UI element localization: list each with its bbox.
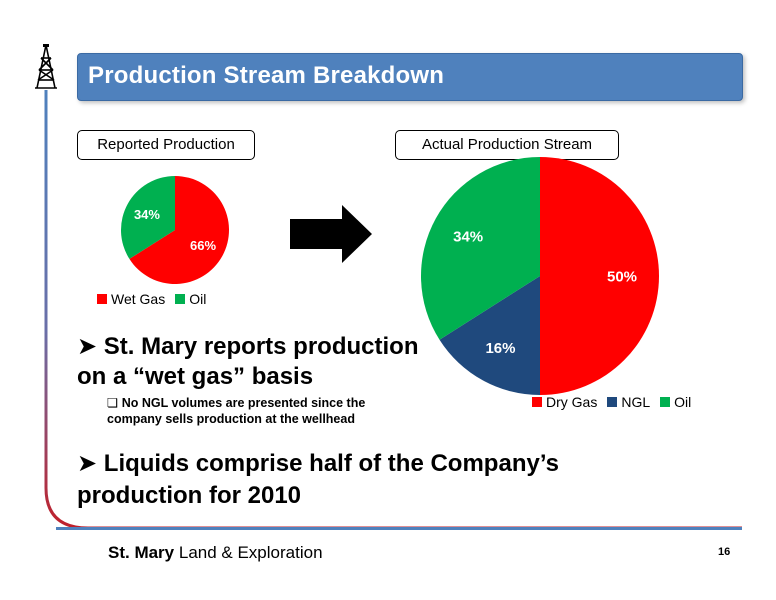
bullet-wet-gas: ➤ St. Mary reports production on a “wet … [77, 332, 437, 392]
legend-label: Wet Gas [111, 291, 165, 307]
legend-swatch [607, 397, 617, 407]
right-arrow-icon [290, 205, 372, 263]
legend-label: Oil [189, 291, 206, 307]
legend-label: Oil [674, 394, 691, 410]
legend-item-wet-gas: Wet Gas [97, 291, 165, 307]
pie-label-oil: 34% [134, 207, 160, 222]
legend-swatch [660, 397, 670, 407]
legend-swatch [175, 294, 185, 304]
logo-bold-text: St. Mary [108, 543, 174, 562]
oil-rig-icon [34, 44, 58, 90]
pie-label-dry-gas: 50% [607, 268, 637, 285]
checkbox-bullet-icon: ❏ [77, 396, 122, 410]
arrow-bullet-icon: ➤ [77, 450, 104, 477]
reported-production-pie-chart: 66% 34% [120, 175, 230, 285]
title-bar: Production Stream Breakdown [77, 53, 743, 101]
footer-divider [56, 527, 742, 530]
legend-swatch [97, 294, 107, 304]
bullet-text-line2: production for 2010 [77, 482, 301, 509]
pie-label-ngl: 16% [485, 340, 515, 357]
bullet-text-line1: St. Mary reports production [104, 333, 419, 360]
sub-bullet-ngl: ❏ No NGL volumes are presented since the… [77, 395, 407, 427]
bullet-liquids: ➤ Liquids comprise half of the Company’s… [77, 448, 597, 512]
page-number: 16 [718, 546, 730, 558]
pie-label-wet-gas: 66% [190, 238, 216, 253]
reported-legend: Wet Gas Oil [97, 291, 216, 307]
reported-production-label: Reported Production [77, 130, 255, 160]
legend-item-oil: Oil [175, 291, 206, 307]
slide-title: Production Stream Breakdown [88, 62, 444, 90]
legend-item-dry-gas: Dry Gas [532, 394, 597, 410]
legend-item-oil: Oil [660, 394, 691, 410]
legend-swatch [532, 397, 542, 407]
pie-label-oil: 34% [453, 229, 483, 246]
legend-item-ngl: NGL [607, 394, 650, 410]
bullet-text-line1: Liquids comprise half of the Company’s [104, 450, 559, 477]
actual-production-pie-chart: 50% 16% 34% [420, 156, 660, 396]
actual-legend: Dry Gas NGL Oil [532, 394, 701, 410]
bullet-text-line2: on a “wet gas” basis [77, 363, 313, 390]
company-logo: St. Mary Land & Exploration [108, 543, 323, 563]
sub-bullet-line1: No NGL volumes are presented since the [122, 396, 366, 410]
legend-label: Dry Gas [546, 394, 597, 410]
arrow-bullet-icon: ➤ [77, 333, 104, 360]
sub-bullet-line2: company sells production at the wellhead [77, 412, 355, 426]
legend-label: NGL [621, 394, 650, 410]
pie-slice-dry-gas [540, 157, 659, 395]
logo-rest-text: Land & Exploration [174, 543, 322, 562]
